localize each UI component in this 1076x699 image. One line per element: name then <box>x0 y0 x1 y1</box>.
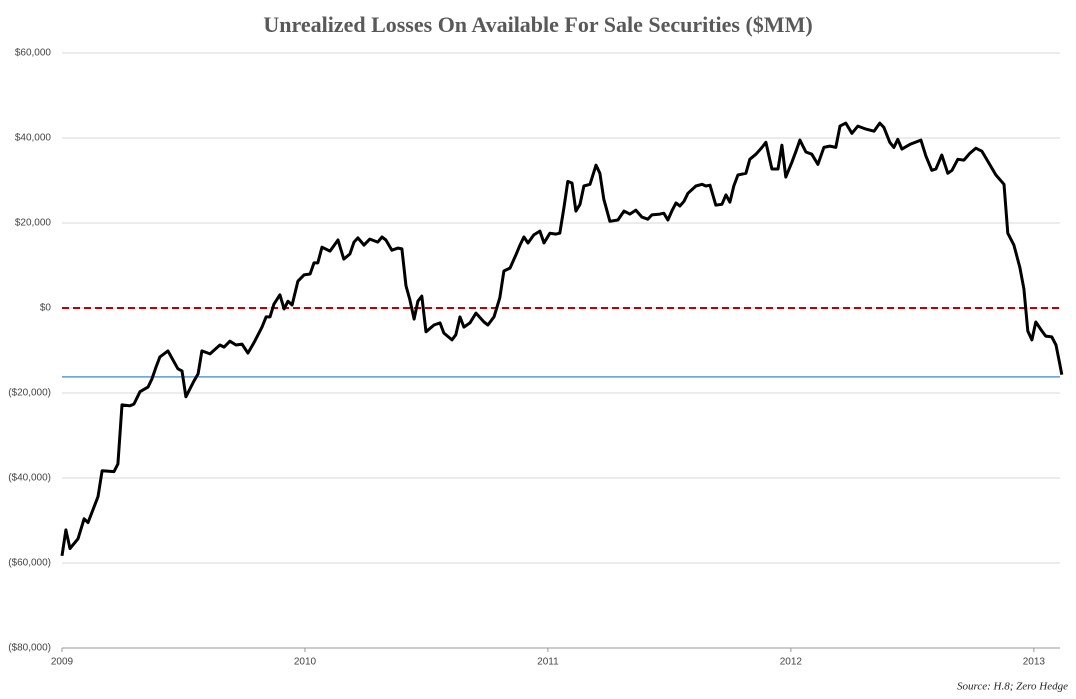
y-tick-label: $40,000 <box>15 133 52 144</box>
data-line <box>60 121 1064 557</box>
y-tick-label: ($40,000) <box>8 473 51 484</box>
source-note: Source: H.8; Zero Hedge <box>957 681 1068 693</box>
y-tick-label: $20,000 <box>15 218 52 229</box>
y-tick-label: $0 <box>40 303 52 314</box>
x-tick-label: 2012 <box>780 657 803 668</box>
y-tick-label: ($20,000) <box>8 388 51 399</box>
y-tick-label: $60,000 <box>15 48 52 59</box>
x-tick-label: 2009 <box>51 657 74 668</box>
y-tick-label: ($80,000) <box>8 643 51 654</box>
chart-title: Unrealized Losses On Available For Sale … <box>263 12 812 37</box>
x-tick-label: 2011 <box>537 657 559 668</box>
x-tick-label: 2013 <box>1023 657 1046 668</box>
x-tick-label: 2010 <box>294 657 317 668</box>
y-tick-label: ($60,000) <box>8 558 51 569</box>
